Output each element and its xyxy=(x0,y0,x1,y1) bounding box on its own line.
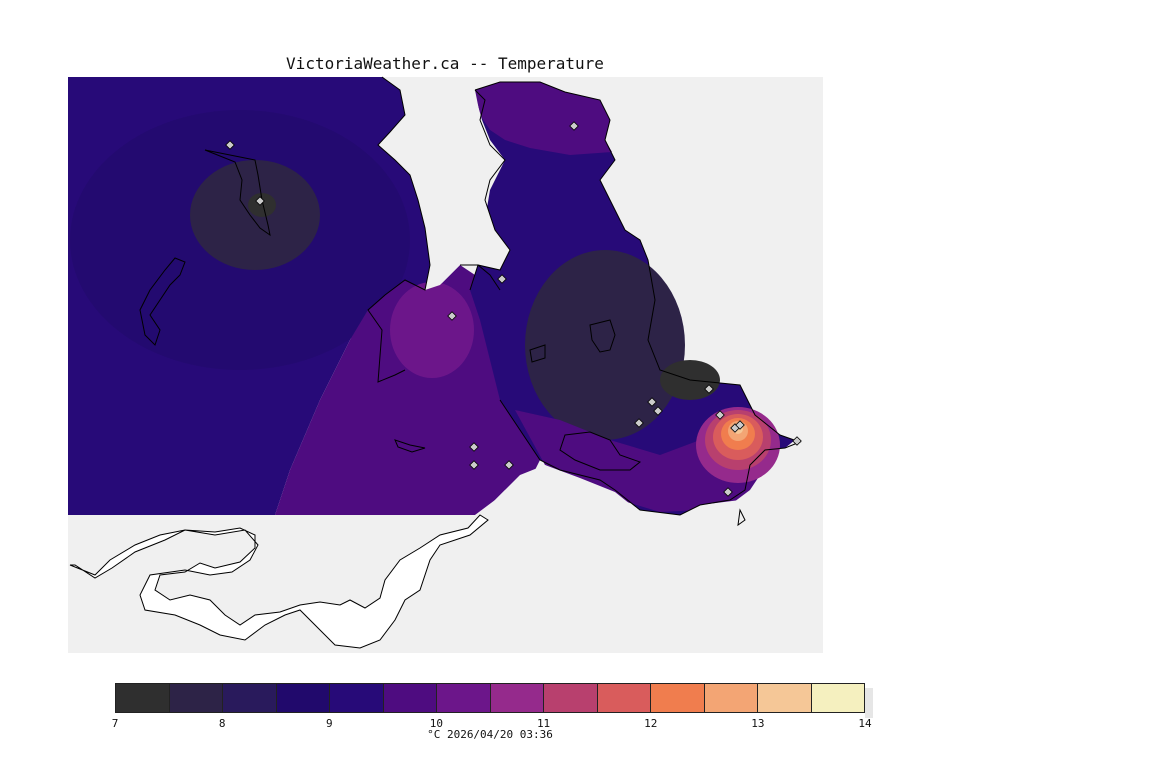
station-marker xyxy=(469,460,479,470)
inlet-water xyxy=(378,78,505,290)
station-marker xyxy=(792,436,802,446)
colorbar-tick-label: 9 xyxy=(325,717,333,730)
station-marker xyxy=(653,406,663,416)
station-marker xyxy=(469,442,479,452)
station-marker xyxy=(704,384,714,394)
station-marker xyxy=(634,418,644,428)
colorbar-tick-label: 12 xyxy=(644,717,658,730)
colorbar-swatch xyxy=(383,684,437,712)
strait-water xyxy=(68,465,823,653)
colorbar-tick-label: 11 xyxy=(536,717,551,730)
station-marker xyxy=(225,140,235,150)
station-marker xyxy=(569,121,579,131)
usa-coastline xyxy=(69,514,489,649)
temperature-map xyxy=(68,76,823,653)
station-markers xyxy=(225,121,802,497)
station-marker xyxy=(447,311,457,321)
colorbar-swatch xyxy=(597,684,651,712)
colorbar-swatch xyxy=(276,684,330,712)
colorbar-swatch xyxy=(169,684,223,712)
colorbar-swatch xyxy=(437,684,491,712)
colorbar-tick-label: 10 xyxy=(429,717,444,730)
station-marker xyxy=(647,397,657,407)
colorbar-swatch xyxy=(490,684,544,712)
station-marker xyxy=(497,274,507,284)
station-marker xyxy=(735,420,745,430)
station-marker xyxy=(715,410,725,420)
warm-spot xyxy=(696,407,780,483)
station-marker xyxy=(504,460,514,470)
colorbar-tick-label: 13 xyxy=(751,717,765,730)
colorbar-tick-label: 7 xyxy=(111,717,119,730)
colorbar-swatch xyxy=(811,684,864,712)
colorbar-ticks: 7 8 9 10 11 12 13 14 xyxy=(111,717,872,731)
colorbar-swatch xyxy=(704,684,758,712)
colorbar-swatch xyxy=(223,684,277,712)
station-marker xyxy=(255,196,265,206)
colorbar-swatch xyxy=(651,684,705,712)
colorbar-tick-label: 8 xyxy=(218,717,226,730)
temperature-field xyxy=(68,77,795,515)
map-title: VictoriaWeather.ca -- Temperature xyxy=(286,54,604,73)
unit-timestamp-caption: °C 2026/04/20 03:36 xyxy=(427,728,553,741)
temperature-colorbar xyxy=(115,683,865,713)
colorbar-swatch xyxy=(544,684,598,712)
station-marker xyxy=(723,487,733,497)
colorbar-tick-label: 14 xyxy=(858,717,872,730)
colorbar-swatch xyxy=(758,684,812,712)
colorbar-swatch xyxy=(116,684,170,712)
island-outlines xyxy=(139,149,271,346)
colorbar-swatch xyxy=(330,684,384,712)
coastlines xyxy=(367,76,802,527)
colorbar-shadow xyxy=(865,688,873,718)
